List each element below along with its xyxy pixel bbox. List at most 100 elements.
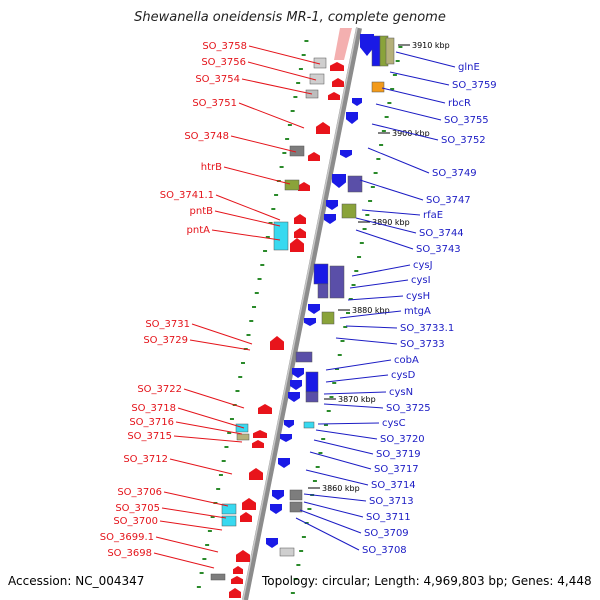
- left-gene-label: SO_3751: [192, 98, 237, 109]
- right-leader-line: [375, 103, 442, 121]
- tick-mark-left: [285, 138, 290, 140]
- tick-mark-right: [381, 130, 386, 132]
- right-leader-line: [395, 51, 456, 68]
- right-gene-label: SO_3733: [400, 339, 445, 350]
- left-gene-label: SO_3731: [145, 319, 190, 330]
- gene-box-dark: [210, 573, 226, 581]
- right-gene-label: cysI: [411, 275, 431, 286]
- forward-gene-arrow: [278, 458, 290, 468]
- reverse-gene-arrow: [328, 92, 340, 100]
- right-gene-label: cobA: [394, 355, 419, 366]
- reverse-gene-arrow: [253, 430, 267, 438]
- forward-gene-arrow: [308, 304, 320, 314]
- gene-box-tan: [236, 433, 250, 441]
- tick-mark-right: [390, 88, 395, 90]
- tick-mark-right: [332, 382, 337, 384]
- right-gene-label: SO_3749: [432, 168, 477, 179]
- gene-box-tan: [385, 37, 395, 65]
- right-gene-label: cysJ: [413, 260, 433, 271]
- tick-mark-left: [199, 572, 204, 574]
- reverse-gene-arrow: [308, 152, 320, 161]
- left-gene-label: SO_3700: [113, 516, 158, 527]
- gene-box-blue: [305, 371, 319, 393]
- tick-mark-left: [304, 40, 309, 42]
- gene-box-purple: [329, 265, 345, 299]
- tick-mark-right: [368, 200, 373, 202]
- gene-features: [210, 34, 395, 598]
- tick-mark-right: [359, 242, 364, 244]
- left-gene-label: SO_3722: [137, 384, 182, 395]
- tick-mark-left: [290, 110, 295, 112]
- reverse-gene-arrow: [242, 498, 256, 510]
- right-gene-label: SO_3733.1: [400, 323, 454, 334]
- right-gene-labels: glnE SO_3759 rbcR SO_3755 SO_3752 SO_3749 SO_3…: [295, 51, 497, 556]
- right-leader-line: [367, 147, 430, 174]
- right-gene-label: SO_3720: [380, 434, 425, 445]
- right-leader-line: [355, 217, 417, 234]
- left-gene-label: SO_3718: [131, 403, 176, 414]
- gene-box-dark: [289, 489, 303, 501]
- reverse-gene-arrow: [249, 468, 263, 480]
- left-leader-line: [248, 45, 321, 65]
- forward-gene-arrow: [326, 200, 338, 210]
- tick-mark-left: [240, 362, 245, 364]
- right-leader-line: [339, 310, 402, 319]
- right-gene-label: SO_3747: [426, 195, 471, 206]
- tick-mark-left: [229, 418, 234, 420]
- forward-gene-arrow: [352, 98, 362, 106]
- forward-gene-arrow: [340, 150, 352, 158]
- left-leader-line: [223, 166, 291, 185]
- tick-mark-left: [263, 250, 268, 252]
- gene-box-purple: [305, 391, 319, 403]
- tick-mark-right: [301, 536, 306, 538]
- tick-mark-right: [376, 158, 381, 160]
- right-leader-line: [317, 422, 380, 425]
- tick-mark-left: [249, 320, 254, 322]
- gene-box-gray: [313, 57, 327, 69]
- tick-mark-right: [307, 508, 312, 510]
- right-leader-line: [347, 295, 404, 301]
- reverse-gene-arrow: [290, 238, 304, 252]
- right-leader-line: [313, 439, 374, 455]
- map-title: Shewanella oneidensis MR-1, complete gen…: [134, 10, 446, 25]
- forward-gene-arrow: [266, 538, 278, 548]
- gene-box-gray: [279, 547, 295, 557]
- tick-mark-right: [354, 270, 359, 272]
- genome-summary-text: Topology: circular; Length: 4,969,803 bp…: [261, 574, 592, 588]
- right-leader-line: [389, 71, 450, 86]
- backbone-line: [242, 27, 362, 600]
- left-leader-line: [169, 458, 233, 475]
- forward-gene-arrow: [270, 504, 282, 514]
- gene-box-purple: [295, 351, 313, 363]
- reverse-gene-arrow: [316, 122, 330, 134]
- forward-gene-arrow: [292, 368, 304, 378]
- left-leader-line: [177, 407, 245, 429]
- tick-mark-left: [227, 432, 232, 434]
- tick-mark-right: [373, 172, 378, 174]
- tick-mark-right: [329, 396, 334, 398]
- forward-gene-arrow: [332, 174, 346, 188]
- left-leader-line: [189, 339, 251, 351]
- reverse-gene-arrow: [240, 512, 252, 522]
- left-leader-line: [241, 78, 313, 95]
- left-leader-line: [183, 388, 245, 409]
- left-gene-label: pntA: [187, 225, 211, 236]
- left-leader-line: [247, 61, 317, 81]
- right-gene-label: SO_3711: [366, 512, 411, 523]
- left-leader-line: [215, 194, 281, 221]
- left-gene-label: SO_3754: [195, 74, 240, 85]
- tick-mark-left: [196, 586, 201, 588]
- gene-box-dark: [289, 501, 303, 513]
- right-leader-line: [361, 209, 421, 216]
- left-gene-label: SO_3699.1: [100, 532, 154, 543]
- left-gene-labels: SO_3758 SO_3756 SO_3754 SO_3751 SO_3748 htrB S…: [100, 41, 321, 569]
- forward-gene-arrow: [280, 434, 292, 442]
- left-gene-label: SO_3705: [115, 503, 160, 514]
- gene-box-olive: [341, 203, 357, 219]
- tick-mark-left: [246, 334, 251, 336]
- right-gene-label: SO_3725: [386, 403, 431, 414]
- right-gene-label: rbcR: [448, 98, 471, 109]
- tick-mark-right: [296, 564, 301, 566]
- right-leader-line: [303, 501, 364, 518]
- left-gene-label: SO_3712: [123, 454, 168, 465]
